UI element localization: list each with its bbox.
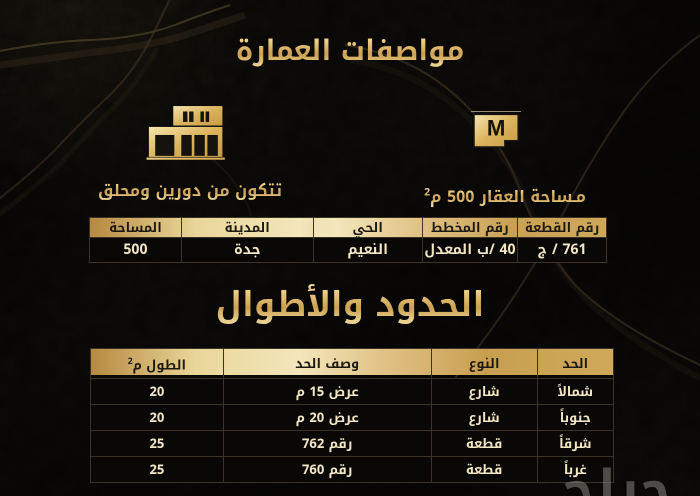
svg-text:M: M bbox=[487, 116, 506, 141]
